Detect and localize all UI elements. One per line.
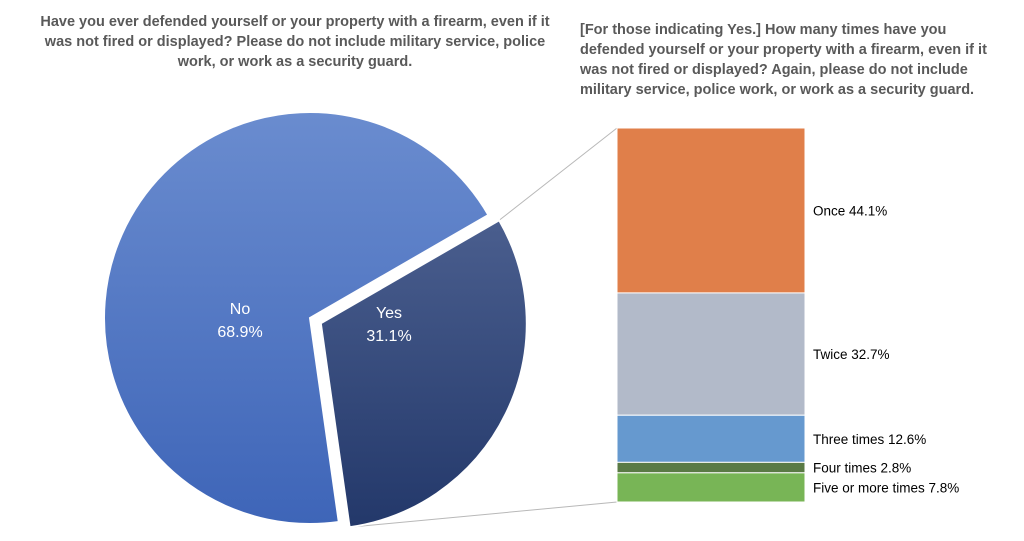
pie-value-yes: 31.1% (366, 328, 411, 345)
bar-label-twice: Twice 32.7% (813, 347, 890, 362)
connector-line-top (498, 127, 618, 221)
pie-slice-no (103, 111, 490, 525)
pie-question-title: Have you ever defended yourself or your … (40, 14, 550, 70)
bar-segment-three-times (616, 414, 806, 463)
bar-label-once: Once 44.1% (813, 203, 887, 218)
pie-slice-yes (319, 218, 528, 529)
bar-question-title: [For those indicating Yes.] How many tim… (580, 22, 987, 98)
bar-label-five-or-more-times: Five or more times 7.8% (813, 480, 959, 495)
bar-segment-once (616, 127, 806, 294)
bar-segment-twice (616, 292, 806, 416)
bar-label-three-times: Three times 12.6% (813, 432, 926, 447)
connector-line-bottom (349, 501, 618, 528)
pie-label-yes: Yes (376, 305, 402, 322)
bar-segment-five-or-more-times (616, 472, 806, 503)
pie-value-no: 68.9% (217, 324, 262, 341)
pie-label-no: No (230, 301, 251, 318)
bar-label-four-times: Four times 2.8% (813, 461, 911, 476)
bar-segment-four-times (616, 461, 806, 474)
